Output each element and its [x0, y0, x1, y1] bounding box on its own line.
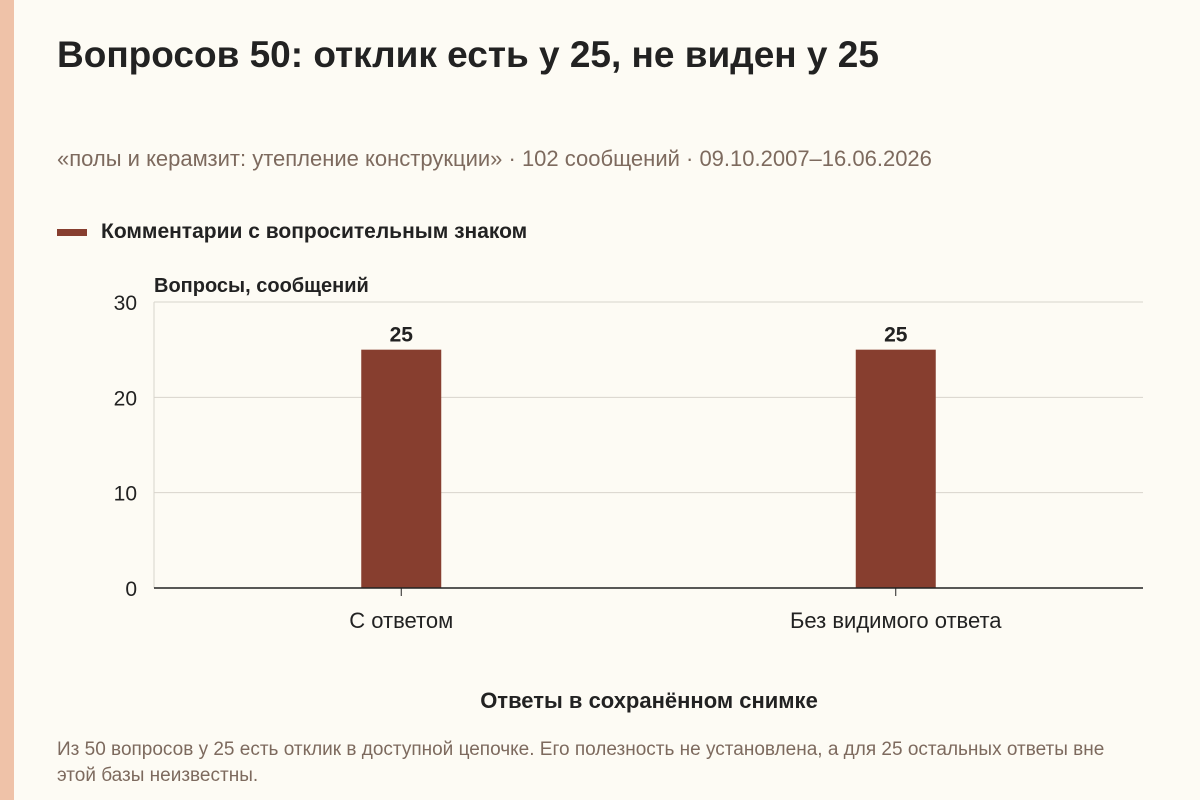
- x-tick-label: Без видимого ответа: [790, 608, 1002, 633]
- y-tick-label: 10: [114, 483, 137, 506]
- y-axis-label: Вопросы, сообщений: [154, 275, 369, 297]
- bar: [361, 349, 442, 588]
- bar: [855, 349, 936, 588]
- y-tick-label: 30: [114, 292, 137, 315]
- chart-legend: Комментарии с вопросительным знаком: [57, 220, 527, 244]
- bar-data-label: 25: [390, 324, 414, 347]
- x-axis-label: Ответы в сохранённом снимке: [480, 688, 818, 713]
- bar-data-label: 25: [884, 324, 908, 347]
- x-tick-label: С ответом: [349, 608, 453, 633]
- legend-label: Комментарии с вопросительным знаком: [101, 220, 528, 243]
- y-tick-label: 20: [114, 387, 137, 410]
- footnote: Из 50 вопросов у 25 есть отклик в доступ…: [57, 739, 1105, 786]
- accent-strip: [0, 0, 14, 800]
- page-subtitle: «полы и керамзит: утепление конструкции»…: [57, 146, 932, 171]
- legend-swatch: [57, 228, 87, 236]
- y-tick-label: 0: [125, 578, 137, 601]
- page-title: Вопросов 50: отклик есть у 25, не виден …: [57, 34, 879, 75]
